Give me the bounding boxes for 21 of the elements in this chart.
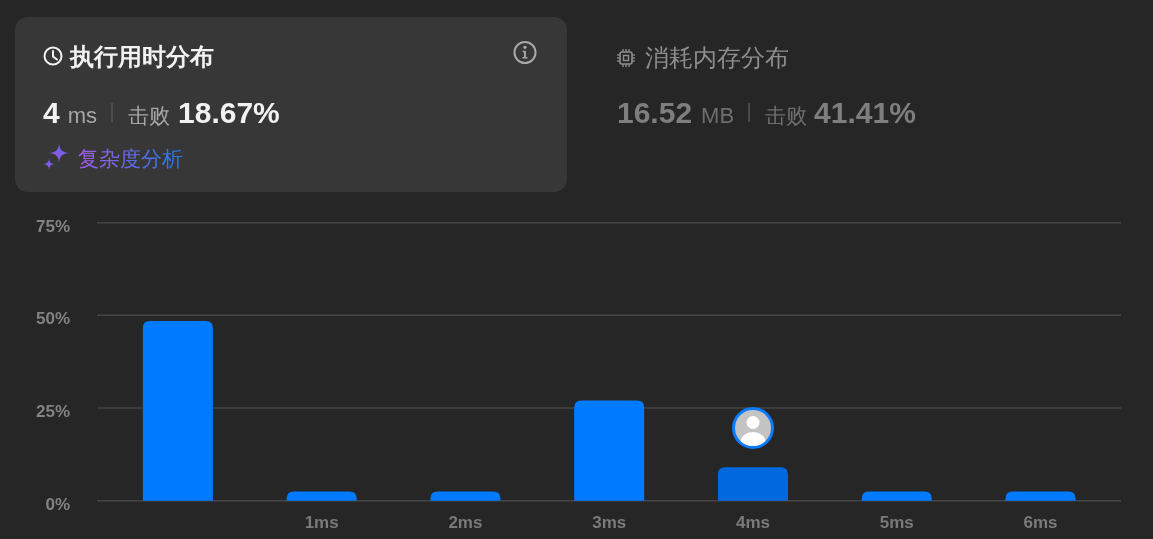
text: 复杂度分析 (78, 147, 183, 170)
text: ms (67, 103, 98, 128)
text: 消耗内存分布 (645, 44, 789, 71)
text: 击败 (765, 104, 808, 127)
x-tick-label: 4ms (735, 513, 770, 532)
y-tick-label: 50% (35, 309, 70, 329)
x-tick-label: 3ms (592, 513, 627, 532)
x-tick-label: 2ms (448, 513, 483, 532)
y-tick-label: 25% (35, 402, 70, 422)
y-tick-label: 0% (45, 494, 70, 514)
x-tick-label: 5ms (879, 513, 914, 532)
text: 击败 (128, 104, 171, 127)
text: 41.41% (814, 96, 916, 129)
text: 4 (43, 96, 60, 129)
text: MB (701, 103, 735, 128)
y-tick-label: 75% (35, 216, 70, 236)
chart-title: 执行用时分布 (69, 43, 214, 70)
x-tick-label: 1ms (304, 513, 339, 532)
x-tick-label: 6ms (1023, 513, 1058, 532)
text: 16.52 (617, 96, 693, 129)
text: 18.67% (178, 96, 280, 129)
